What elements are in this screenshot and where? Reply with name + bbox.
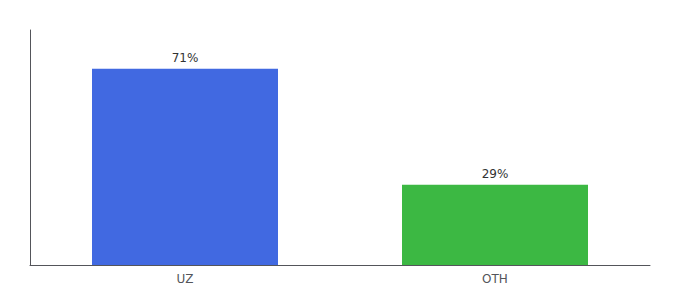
svg-text:71%: 71% bbox=[172, 51, 199, 65]
svg-text:OTH: OTH bbox=[482, 272, 508, 286]
svg-text:29%: 29% bbox=[482, 167, 509, 181]
svg-text:UZ: UZ bbox=[177, 272, 194, 286]
